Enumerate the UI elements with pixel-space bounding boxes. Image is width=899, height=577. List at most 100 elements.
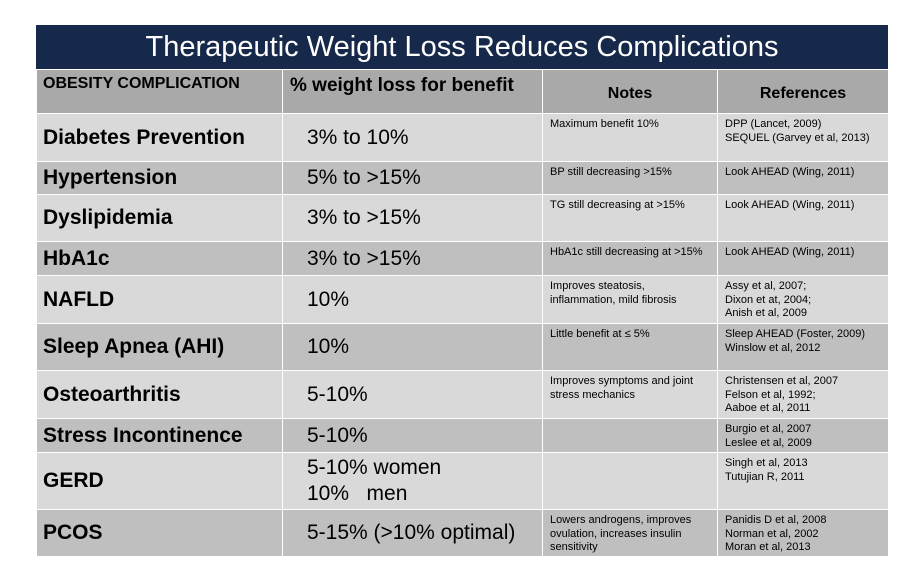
complications-table: OBESITY COMPLICATION % weight loss for b… <box>36 69 889 557</box>
table-header-row: OBESITY COMPLICATION % weight loss for b… <box>36 69 889 114</box>
weight-loss-line: 3% to 10% <box>307 125 409 149</box>
table-row: GERD 5-10% women 10% men Singh et al, 2013 T… <box>36 452 889 510</box>
notes-line: Improves steatosis, <box>550 280 645 292</box>
notes-line: Lowers androgens, improves <box>550 514 692 526</box>
table-row: Stress Incontinence 5-10% Burgio et al, 20… <box>36 418 889 453</box>
references-cell: Look AHEAD (Wing, 2011) <box>717 161 889 195</box>
header-references: References <box>717 69 889 114</box>
notes-line: ovulation, increases insulin <box>550 527 682 540</box>
complication-cell: Hypertension <box>36 161 283 195</box>
table-row: Dyslipidemia 3% to >15% TG still decreasin… <box>36 194 889 242</box>
references-cell: Christensen et al, 2007 Felson et al, 199… <box>717 370 889 419</box>
weight-loss-line: 10% <box>307 287 350 311</box>
notes-cell: Lowers androgens, improves ovulation, inc… <box>542 509 718 557</box>
weight-loss-line: 5-10% <box>307 423 368 447</box>
notes-cell <box>542 418 718 453</box>
reference-line: Winslow et al, 2012 <box>725 341 821 354</box>
weight-loss-line: 5-15% (>10% optimal) <box>307 521 516 544</box>
slide: Therapeutic Weight Loss Reduces Complica… <box>36 25 889 557</box>
weight-loss-cell: 10% <box>282 275 543 324</box>
header-weight-loss: % weight loss for benefit <box>282 69 543 114</box>
reference-line: Moran et al, 2013 <box>725 541 811 553</box>
references-cell: DPP (Lancet, 2009) SEQUEL (Garvey et al, … <box>717 113 889 162</box>
notes-cell: BP still decreasing >15% <box>542 161 718 195</box>
header-notes: Notes <box>542 69 718 114</box>
reference-line: Panidis D et al, 2008 <box>725 514 827 526</box>
reference-line: Singh et al, 2013 <box>725 457 808 469</box>
notes-cell: TG still decreasing at >15% <box>542 194 718 242</box>
references-cell: Look AHEAD (Wing, 2011) <box>717 241 889 276</box>
complication-cell: PCOS <box>36 509 283 557</box>
weight-loss-line: 3% to >15% <box>307 246 421 270</box>
notes-line: inflammation, mild fibrosis <box>550 293 677 306</box>
notes-line: sensitivity <box>550 541 598 553</box>
weight-loss-cell: 5-10% women 10% men <box>282 452 543 510</box>
complication-cell: Stress Incontinence <box>36 418 283 453</box>
weight-loss-cell: 5% to >15% <box>282 161 543 195</box>
weight-loss-cell: 3% to >15% <box>282 194 543 242</box>
weight-loss-line: 10% men <box>307 482 408 505</box>
table-row: Diabetes Prevention 3% to 10% Maximum bene… <box>36 113 889 162</box>
reference-line: Assy et al, 2007; <box>725 280 807 292</box>
table-row: PCOS 5-15% (>10% optimal) Lowers androgens… <box>36 509 889 557</box>
reference-line: DPP (Lancet, 2009) <box>725 118 822 130</box>
notes-line: Maximum benefit 10% <box>550 118 659 130</box>
weight-loss-cell: 5-10% <box>282 370 543 419</box>
reference-line: Leslee et al, 2009 <box>725 436 812 449</box>
references-cell: Assy et al, 2007; Dixon et at, 2004; Anish… <box>717 275 889 324</box>
notes-cell: Improves symptoms and joint stress mechan… <box>542 370 718 419</box>
table-row: NAFLD 10% Improves steatosis, inflammation,… <box>36 275 889 324</box>
header-complication: OBESITY COMPLICATION <box>36 69 283 114</box>
table-row: HbA1c 3% to >15% HbA1c still decreasing at… <box>36 241 889 276</box>
references-cell: Panidis D et al, 2008 Norman et al, 2002 M… <box>717 509 889 557</box>
slide-title: Therapeutic Weight Loss Reduces Complica… <box>36 25 888 69</box>
weight-loss-cell: 5-15% (>10% optimal) <box>282 509 543 557</box>
notes-line: stress mechanics <box>550 388 635 401</box>
notes-cell: Improves steatosis, inflammation, mild fi… <box>542 275 718 324</box>
table-row: Sleep Apnea (AHI) 10% Little benefit at ≤ … <box>36 323 889 371</box>
reference-line: Look AHEAD (Wing, 2011) <box>725 246 855 258</box>
complication-cell: NAFLD <box>36 275 283 324</box>
table-row: Hypertension 5% to >15% BP still decreasin… <box>36 161 889 195</box>
reference-line: Christensen et al, 2007 <box>725 375 839 387</box>
complication-cell: Dyslipidemia <box>36 194 283 242</box>
notes-cell: Maximum benefit 10% <box>542 113 718 162</box>
references-cell: Look AHEAD (Wing, 2011) <box>717 194 889 242</box>
references-cell: Burgio et al, 2007 Leslee et al, 2009 <box>717 418 889 453</box>
weight-loss-line: 3% to >15% <box>307 206 421 229</box>
notes-line: TG still decreasing at >15% <box>550 199 685 211</box>
weight-loss-cell: 10% <box>282 323 543 371</box>
complication-cell: HbA1c <box>36 241 283 276</box>
references-cell: Singh et al, 2013 Tutujian R, 2011 <box>717 452 889 510</box>
reference-line: Felson et al, 1992; <box>725 388 816 401</box>
complication-cell: GERD <box>36 452 283 510</box>
reference-line: SEQUEL (Garvey et al, 2013) <box>725 131 870 144</box>
weight-loss-line: 5-10% <box>307 382 368 406</box>
references-cell: Sleep AHEAD (Foster, 2009) Winslow et al,… <box>717 323 889 371</box>
notes-line: Improves symptoms and joint <box>550 375 694 387</box>
weight-loss-cell: 3% to 10% <box>282 113 543 162</box>
reference-line: Sleep AHEAD (Foster, 2009) <box>725 328 866 340</box>
complication-cell: Sleep Apnea (AHI) <box>36 323 283 371</box>
notes-line: Little benefit at ≤ 5% <box>550 328 650 340</box>
reference-line: Aaboe et al, 2011 <box>725 402 811 414</box>
notes-cell <box>542 452 718 510</box>
reference-line: Look AHEAD (Wing, 2011) <box>725 166 855 178</box>
weight-loss-cell: 5-10% <box>282 418 543 453</box>
complication-cell: Osteoarthritis <box>36 370 283 419</box>
notes-cell: Little benefit at ≤ 5% <box>542 323 718 371</box>
reference-line: Look AHEAD (Wing, 2011) <box>725 199 855 211</box>
notes-cell: HbA1c still decreasing at >15% <box>542 241 718 276</box>
reference-line: Anish et al, 2009 <box>725 307 807 319</box>
weight-loss-line: 10% <box>307 335 350 358</box>
reference-line: Dixon et at, 2004; <box>725 293 812 306</box>
notes-line: BP still decreasing >15% <box>550 166 672 178</box>
table-row: Osteoarthritis 5-10% Improves symptoms and… <box>36 370 889 419</box>
notes-line: HbA1c still decreasing at >15% <box>550 246 703 258</box>
reference-line: Norman et al, 2002 <box>725 527 819 540</box>
reference-line: Tutujian R, 2011 <box>725 470 805 483</box>
weight-loss-line: 5% to >15% <box>307 166 421 189</box>
complication-cell: Diabetes Prevention <box>36 113 283 162</box>
reference-line: Burgio et al, 2007 <box>725 423 812 435</box>
weight-loss-line: 5-10% women <box>307 456 442 479</box>
